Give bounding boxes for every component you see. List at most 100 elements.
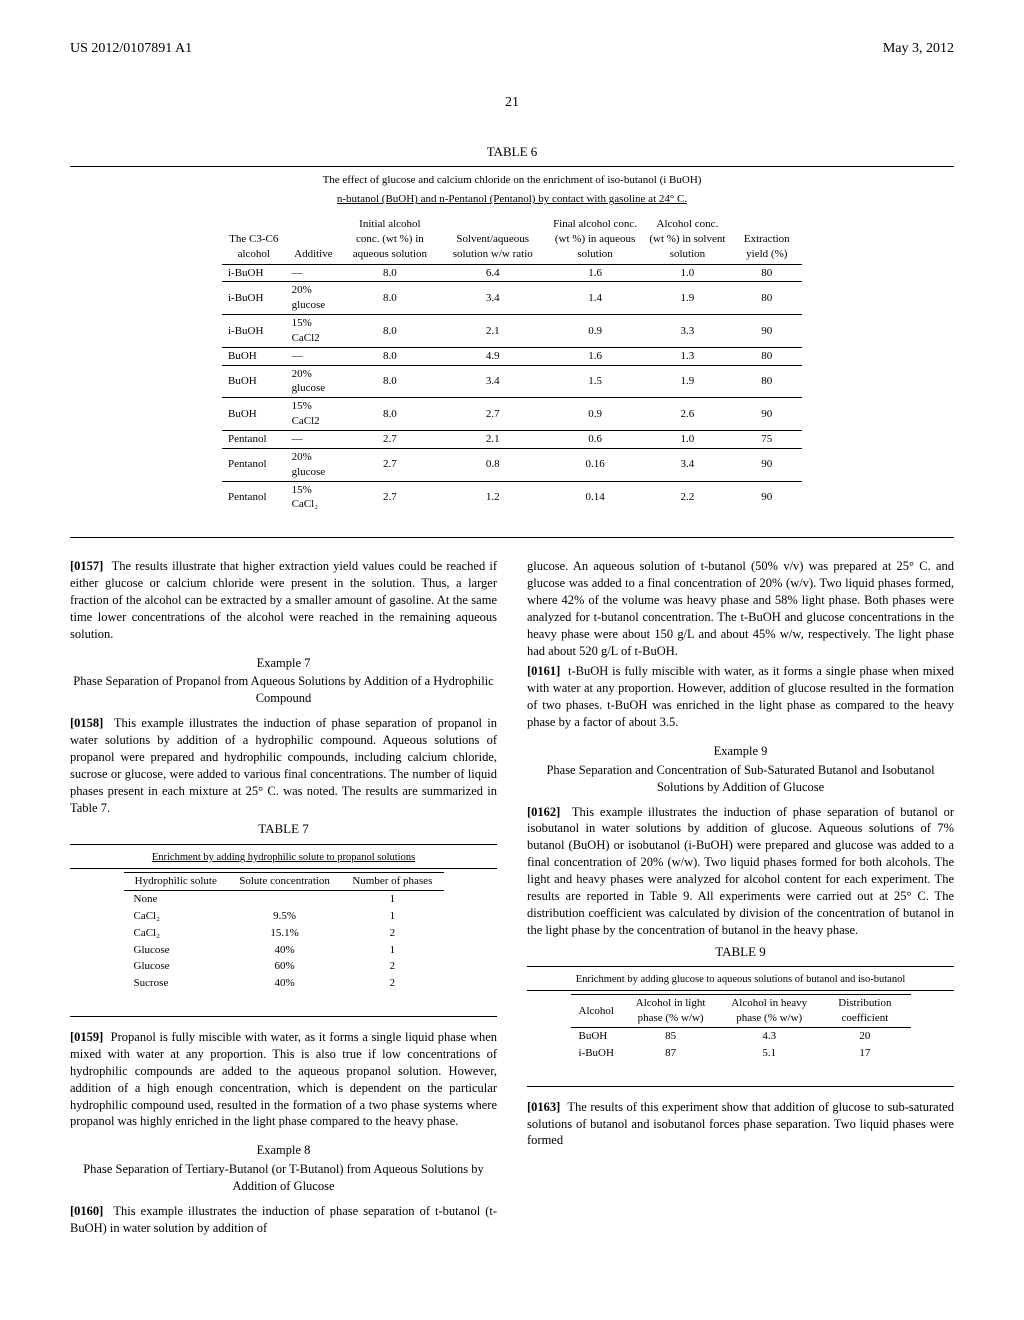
table-cell: 20% glucose [286, 448, 342, 481]
table-row: CaCl₂15.1%2 [124, 925, 444, 942]
para-0162: [0162] This example illustrates the indu… [527, 804, 954, 939]
table-cell: i-BuOH [222, 264, 286, 282]
table-cell: Pentanol [222, 481, 286, 513]
table-cell: 2 [341, 975, 443, 992]
table-cell: None [124, 891, 228, 908]
table-row: i-BuOH15% CaCl28.02.10.93.390 [222, 315, 802, 348]
para-0163: [0163] The results of this experiment sh… [527, 1099, 954, 1150]
table-cell: 80 [732, 282, 802, 315]
para-text: This example illustrates the induction o… [70, 1204, 497, 1235]
table-cell: 1 [341, 942, 443, 959]
table-cell: 80 [732, 365, 802, 398]
t7-h2: Number of phases [341, 873, 443, 891]
para-num: [0158] [70, 716, 103, 730]
table-cell: 15% CaCl2 [286, 398, 342, 431]
table-cell: 2.2 [643, 481, 731, 513]
table-cell: 80 [732, 264, 802, 282]
table-row: CaCl₂9.5%1 [124, 908, 444, 925]
t6-h1: Additive [286, 215, 342, 264]
table-cell: 0.14 [547, 481, 643, 513]
table-cell: 1.0 [643, 264, 731, 282]
table-row: i-BuOH20% glucose8.03.41.41.980 [222, 282, 802, 315]
table-cell: 8.0 [341, 282, 438, 315]
para-0161: [0161] t-BuOH is fully miscible with wat… [527, 663, 954, 731]
table-cell: 2.7 [341, 448, 438, 481]
table-cell: i-BuOH [222, 282, 286, 315]
table-row: Glucose40%1 [124, 942, 444, 959]
table-row: Glucose60%2 [124, 958, 444, 975]
table-row: i-BuOH875.117 [571, 1045, 911, 1062]
table-cell: i-BuOH [571, 1045, 622, 1062]
table-cell: Sucrose [124, 975, 228, 992]
table-cell: i-BuOH [222, 315, 286, 348]
table-cell: 40% [228, 942, 341, 959]
right-column: glucose. An aqueous solution of t-butano… [527, 558, 954, 1241]
para-text: t-BuOH is fully miscible with water, as … [527, 664, 954, 729]
table6-wrapper: The effect of glucose and calcium chlori… [70, 166, 954, 538]
table6-caption1: The effect of glucose and calcium chlori… [70, 173, 954, 188]
page-number: 21 [70, 94, 954, 113]
table9-wrapper: Enrichment by adding glucose to aqueous … [527, 966, 954, 1087]
table-cell: 3.3 [643, 315, 731, 348]
table7-label: TABLE 7 [70, 820, 497, 838]
para-0160b: glucose. An aqueous solution of t-butano… [527, 558, 954, 659]
table-cell: 5.1 [719, 1045, 819, 1062]
table-cell [228, 891, 341, 908]
table7-wrapper: Enrichment by adding hydrophilic solute … [70, 844, 497, 1017]
table-cell: 1.9 [643, 282, 731, 315]
table-cell: 0.9 [547, 315, 643, 348]
table-cell: 1.6 [547, 264, 643, 282]
table6-caption2: n-butanol (BuOH) and n-Pentanol (Pentano… [70, 192, 954, 207]
table-row: BuOH20% glucose8.03.41.51.980 [222, 365, 802, 398]
two-column-layout: [0157] The results illustrate that highe… [70, 558, 954, 1241]
table-cell: 9.5% [228, 908, 341, 925]
publication-date: May 3, 2012 [883, 40, 954, 59]
example7-sub: Phase Separation of Propanol from Aqueou… [70, 673, 497, 707]
table-cell: 1.4 [547, 282, 643, 315]
table-row: i-BuOH—8.06.41.61.080 [222, 264, 802, 282]
table-cell: 1 [341, 891, 443, 908]
para-num: [0161] [527, 664, 560, 678]
table-cell: 3.4 [439, 282, 547, 315]
table6-label: TABLE 6 [70, 143, 954, 161]
table-cell: 1.5 [547, 365, 643, 398]
table-cell: 75 [732, 430, 802, 448]
t6-h0: The C3-C6 alcohol [222, 215, 286, 264]
para-num: [0162] [527, 805, 560, 819]
table-cell: 2.1 [439, 430, 547, 448]
t9-h3: Distribution coefficient [819, 995, 910, 1028]
para-num: [0157] [70, 559, 103, 573]
table-cell: 20% glucose [286, 282, 342, 315]
t9-h0: Alcohol [571, 995, 622, 1028]
table-cell: — [286, 430, 342, 448]
table-cell: 2.7 [341, 481, 438, 513]
table-row: Pentanol15% CaCl₂2.71.20.142.290 [222, 481, 802, 513]
table-cell: CaCl₂ [124, 908, 228, 925]
table-cell: 4.3 [719, 1027, 819, 1044]
para-text: The results of this experiment show that… [527, 1100, 954, 1148]
table-cell: 2.7 [341, 430, 438, 448]
table-row: BuOH—8.04.91.61.380 [222, 347, 802, 365]
table-cell: 3.4 [643, 448, 731, 481]
t7-h0: Hydrophilic solute [124, 873, 228, 891]
table-cell: 8.0 [341, 264, 438, 282]
table-row: BuOH15% CaCl28.02.70.92.690 [222, 398, 802, 431]
table-cell: 2.7 [439, 398, 547, 431]
table-cell: 40% [228, 975, 341, 992]
table-cell: BuOH [222, 398, 286, 431]
table-row: Pentanol—2.72.10.61.075 [222, 430, 802, 448]
table-cell: 2 [341, 925, 443, 942]
table-cell: 90 [732, 481, 802, 513]
para-0157: [0157] The results illustrate that highe… [70, 558, 497, 642]
table-cell: 90 [732, 315, 802, 348]
table7-caption: Enrichment by adding hydrophilic solute … [70, 851, 497, 869]
table-cell: 15.1% [228, 925, 341, 942]
para-text: Propanol is fully miscible with water, a… [70, 1030, 497, 1128]
table-cell: BuOH [571, 1027, 622, 1044]
t6-h6: Extraction yield (%) [732, 215, 802, 264]
table-cell: CaCl₂ [124, 925, 228, 942]
table-cell: 0.16 [547, 448, 643, 481]
table9-label: TABLE 9 [527, 943, 954, 961]
para-num: [0159] [70, 1030, 103, 1044]
table-cell: 15% CaCl₂ [286, 481, 342, 513]
